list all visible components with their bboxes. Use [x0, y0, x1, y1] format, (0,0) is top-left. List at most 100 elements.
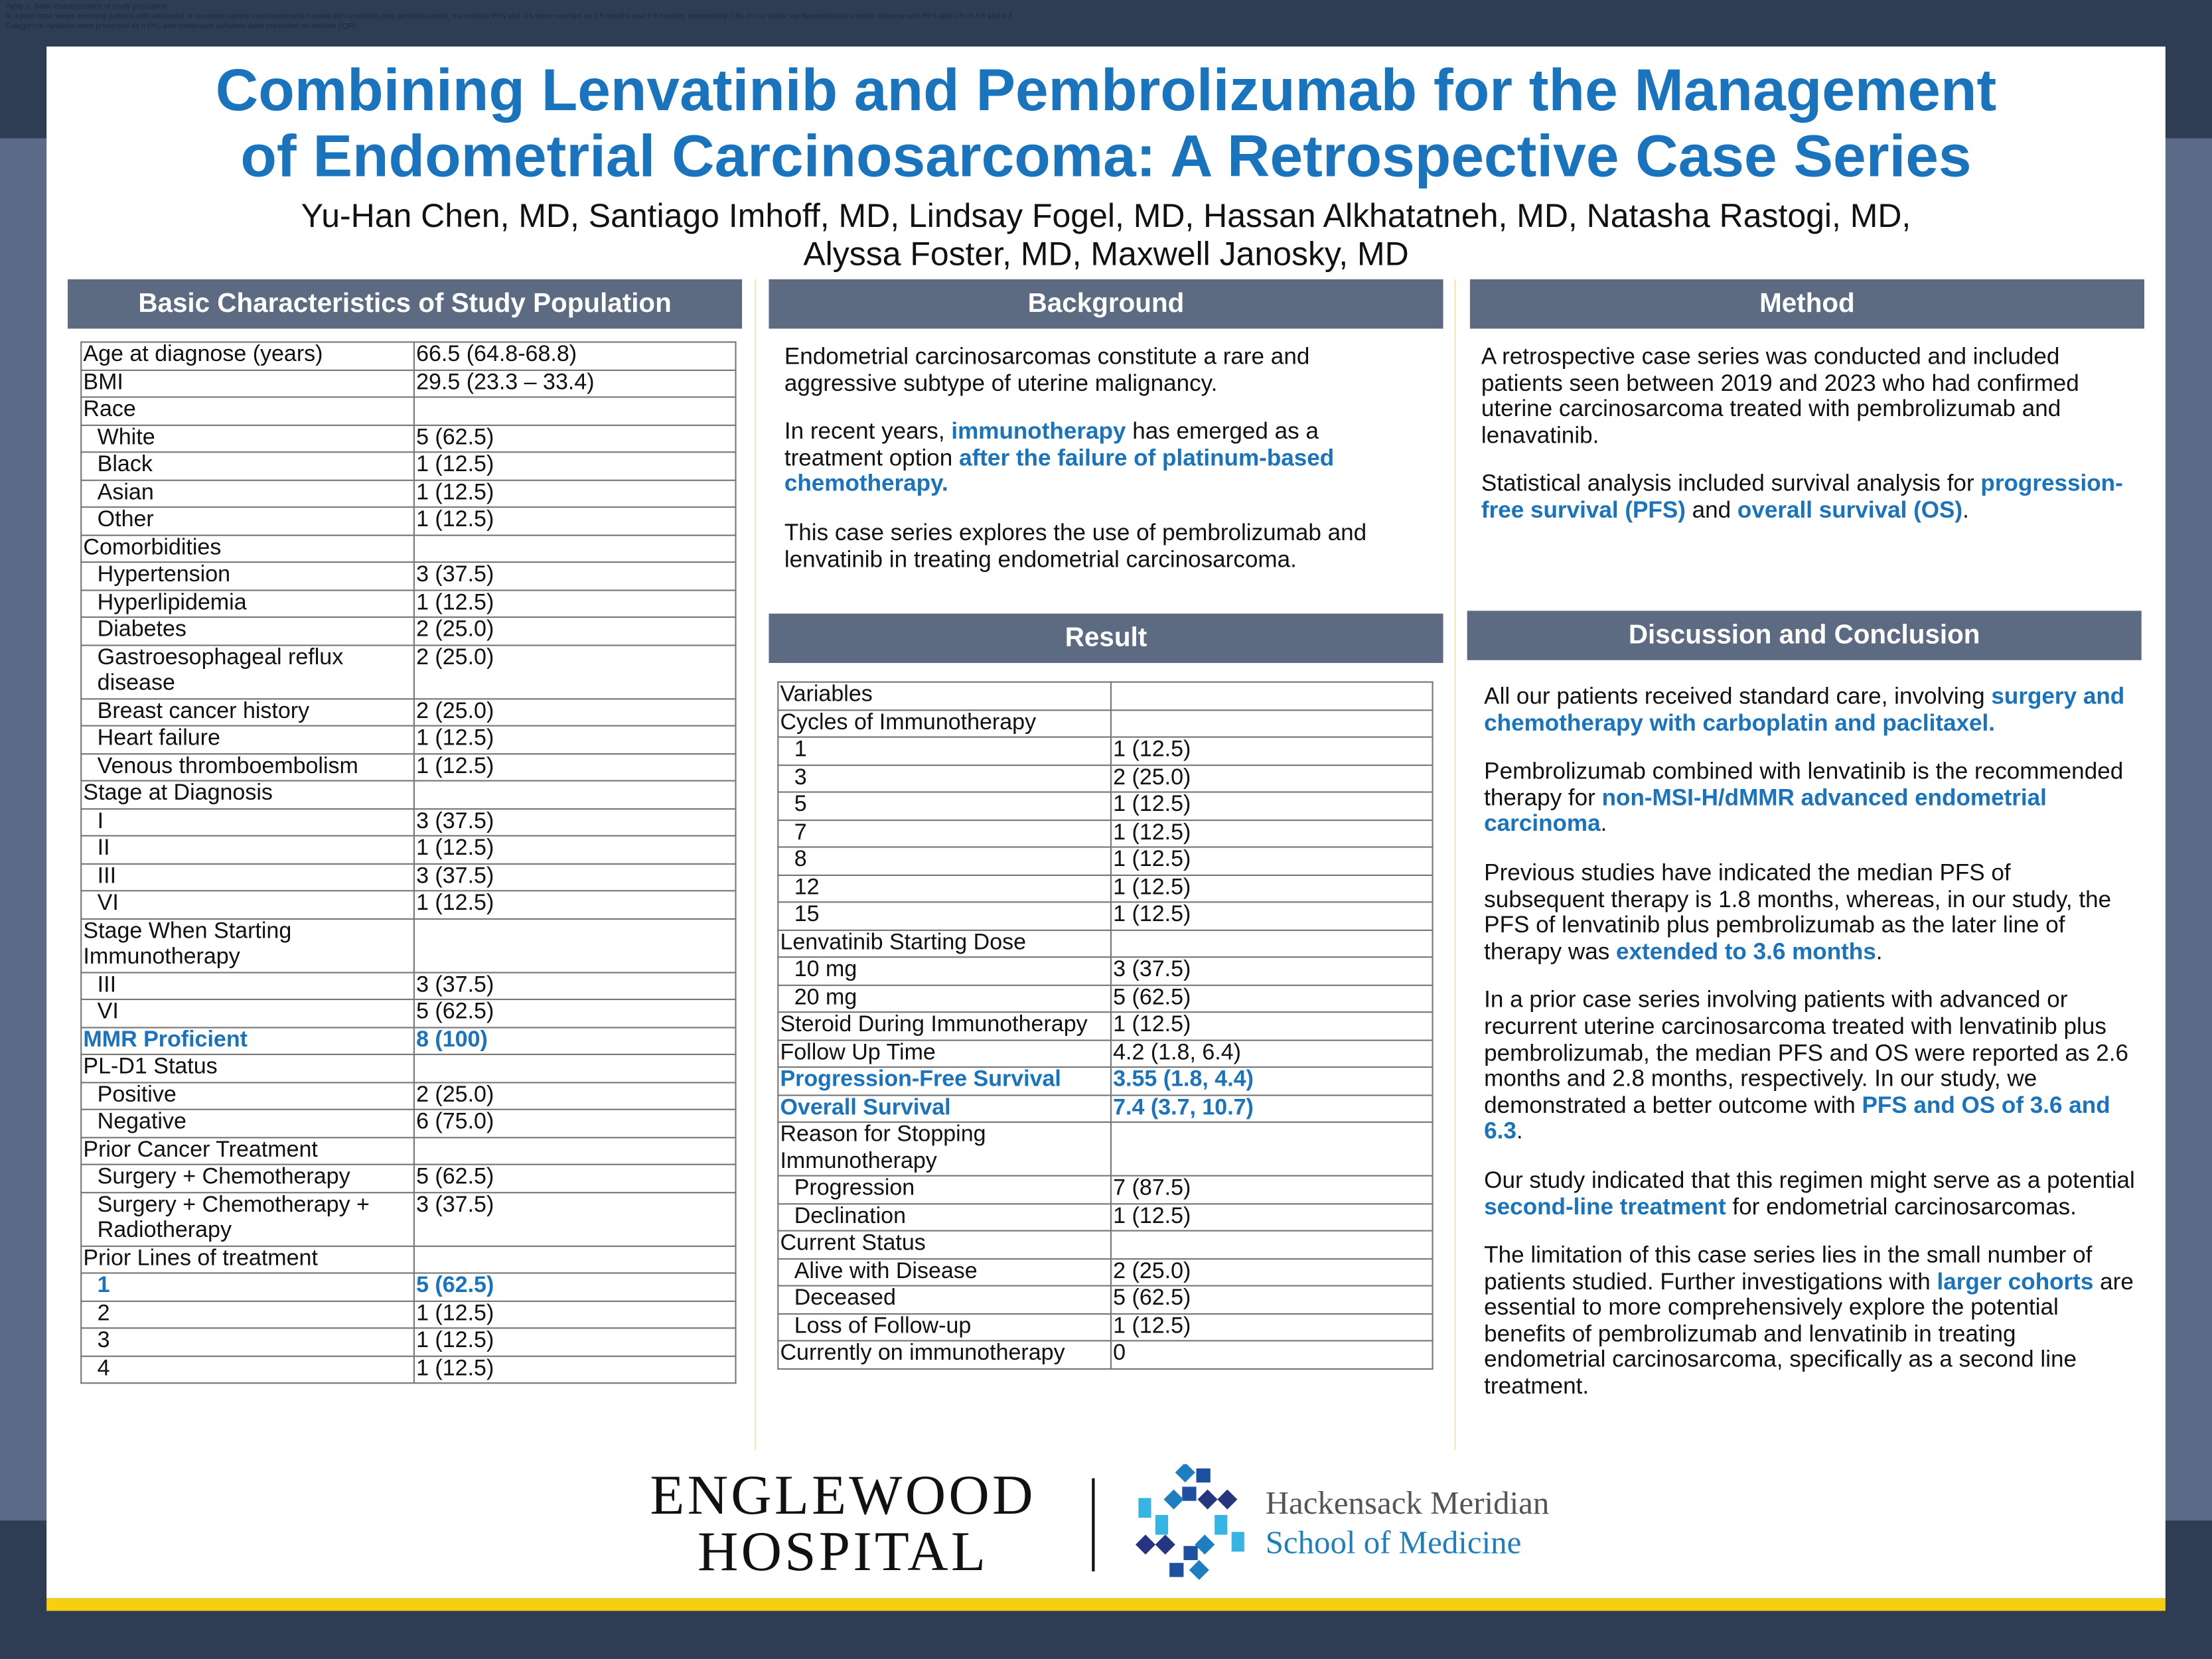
title-line-2: of Endometrial Carcinosarcoma: A Retrosp…: [240, 122, 1972, 189]
authors-line-2: Alyssa Foster, MD, Maxwell Janosky, MD: [803, 235, 1409, 273]
row-value: 1 (12.5): [413, 1299, 737, 1329]
highlighted-text: surgery and chemotherapy with carboplati…: [1484, 684, 2125, 736]
table-row: Surgery + Chemotherapy + Radiotherapy 3 (…: [80, 1191, 737, 1247]
section-header-result: Result: [769, 613, 1443, 664]
row-label: Reason for Stopping Immunotherapy: [777, 1121, 1112, 1177]
table-row: Negative 6 (75.0): [80, 1108, 737, 1138]
hackensack-mark-icon: [1135, 1464, 1244, 1580]
highlighted-text: progression-free survival (PFS): [1481, 471, 2123, 524]
text-segment: are essential to more comprehensively ex…: [1484, 1269, 2134, 1400]
paragraph: This case series explores the use of pem…: [784, 520, 1405, 573]
row-value: [1110, 1230, 1434, 1260]
text-segment: This case series explores the use of pem…: [784, 520, 1367, 573]
table-row: Progression-Free Survival 3.55 (1.8, 4.4): [777, 1066, 1434, 1096]
highlighted-text: second-line treatment: [1484, 1194, 1726, 1220]
paragraph: A retrospective case series was conducte…: [1481, 344, 2130, 449]
row-value: 1 (12.5): [1110, 873, 1434, 903]
row-value: 2 (25.0): [1110, 1258, 1434, 1287]
overlay-text-line2: Categorical variables were presented as …: [5, 23, 358, 31]
row-label: VI: [80, 998, 415, 1028]
table-row: Current Status: [777, 1230, 1434, 1260]
table-row: Age at diagnose (years) 66.5 (64.8-68.8): [80, 341, 737, 370]
paragraph: Previous studies have indicated the medi…: [1484, 861, 2136, 966]
table-row: Reason for Stopping Immunotherapy: [777, 1121, 1434, 1177]
row-label: Gastroesophageal reflux disease: [80, 644, 415, 699]
poster-title: Combining Lenvatinib and Pembrolizumab f…: [46, 56, 2166, 189]
table-row: Gastroesophageal reflux disease 2 (25.0): [80, 644, 737, 699]
text-segment: A retrospective case series was conducte…: [1481, 344, 2079, 449]
row-label: Diabetes: [80, 616, 415, 646]
table-row: Other 1 (12.5): [80, 506, 737, 536]
row-value: 1 (12.5): [413, 725, 737, 755]
row-label: III: [80, 971, 415, 1001]
row-value: [413, 1136, 737, 1165]
row-value: 29.5 (23.3 – 33.4): [413, 368, 737, 398]
row-label: Steroid During Immunotherapy: [777, 1011, 1112, 1041]
table-row: Variables: [777, 681, 1434, 711]
highlighted-text: after the failure of platinum-based chem…: [784, 445, 1335, 498]
row-value: 1 (12.5): [413, 1327, 737, 1356]
table-row: Diabetes 2 (25.0): [80, 616, 737, 646]
row-label: Follow Up Time: [777, 1039, 1112, 1068]
table-row: BMI 29.5 (23.3 – 33.4): [80, 368, 737, 398]
row-label: 1: [80, 1272, 415, 1301]
characteristics-table: Age at diagnose (years) 66.5 (64.8-68.8) B…: [80, 341, 737, 1384]
row-value: 1 (12.5): [1110, 901, 1434, 930]
column-divider: [755, 279, 757, 1451]
table-row: II 1 (12.5): [80, 835, 737, 864]
table-row: Prior Lines of treatment: [80, 1244, 737, 1274]
row-value: 3 (37.5): [413, 971, 737, 1001]
row-value: [413, 917, 737, 973]
row-label: Black: [80, 451, 415, 480]
row-value: 66.5 (64.8-68.8): [413, 341, 737, 370]
row-label: 7: [777, 818, 1112, 848]
paragraph: In recent years, immunotherapy has emerg…: [784, 419, 1405, 498]
row-value: 3 (37.5): [413, 807, 737, 837]
row-value: 3 (37.5): [1110, 956, 1434, 985]
highlighted-text: PFS and OS of 3.6 and 6.3: [1484, 1092, 2110, 1145]
row-value: 5 (62.5): [1110, 983, 1434, 1013]
row-label: Surgery + Chemotherapy: [80, 1163, 415, 1193]
row-label: Variables: [777, 681, 1112, 711]
text-segment: In recent years,: [784, 419, 952, 445]
row-label: Venous thromboembolism: [80, 753, 415, 782]
table-row: Loss of Follow-up 1 (12.5): [777, 1312, 1434, 1342]
overlay-text-line1a: Table 1: Basic characteristics of study …: [5, 3, 167, 12]
table-row: Deceased 5 (62.5): [777, 1285, 1434, 1315]
highlighted-text: larger cohorts: [1937, 1269, 2094, 1295]
authors-line-1: Yu-Han Chen, MD, Santiago Imhoff, MD, Li…: [301, 197, 1911, 234]
row-value: [413, 780, 737, 810]
highlighted-text: non-MSI-H/dMMR advanced endometrial carc…: [1484, 785, 2047, 837]
row-label: White: [80, 423, 415, 453]
text-segment: .: [1962, 498, 1969, 524]
paragraph: Endometrial carcinosarcomas constitute a…: [784, 344, 1405, 397]
row-value: 2 (25.0): [413, 697, 737, 727]
row-label: I: [80, 807, 415, 837]
row-label: Progression-Free Survival: [777, 1066, 1112, 1096]
text-segment: All our patients received standard care,…: [1484, 684, 1992, 710]
row-label: Deceased: [777, 1285, 1112, 1315]
row-value: 2 (25.0): [413, 1081, 737, 1110]
paragraph: The limitation of this case series lies …: [1484, 1243, 2136, 1400]
table-row: Stage When Starting Immunotherapy: [80, 917, 737, 973]
row-label: Race: [80, 396, 415, 425]
row-label: 10 mg: [777, 956, 1112, 985]
row-value: 5 (62.5): [413, 1163, 737, 1193]
text-segment: The limitation of this case series lies …: [1484, 1242, 2093, 1295]
table-row: Venous thromboembolism 1 (12.5): [80, 753, 737, 782]
section-header-discussion: Discussion and Conclusion: [1467, 611, 2142, 660]
row-label: 12: [777, 873, 1112, 903]
row-value: 1 (12.5): [413, 890, 737, 919]
row-label: Positive: [80, 1081, 415, 1110]
row-value: 2 (25.0): [1110, 764, 1434, 793]
row-value: 1 (12.5): [1110, 1202, 1434, 1232]
section-header-background: Background: [769, 279, 1443, 329]
row-label: 15: [777, 901, 1112, 930]
englewood-hospital-logo: ENGLEWOOD HOSPITAL: [628, 1467, 1058, 1580]
row-value: 1 (12.5): [1110, 791, 1434, 821]
